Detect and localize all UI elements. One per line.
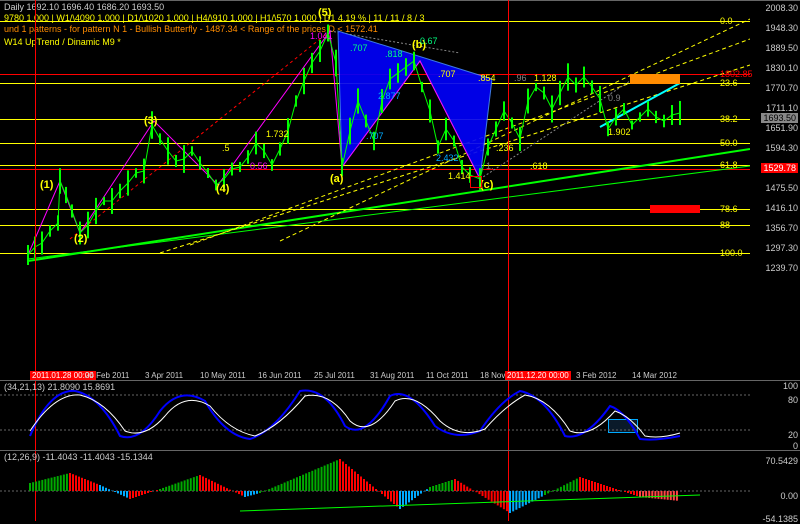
macd-tick: 70.5429	[765, 456, 798, 466]
fib-label: 61.8	[720, 160, 738, 170]
fib-label: 0.0	[720, 16, 733, 26]
ratio-label: 0.56	[250, 161, 268, 171]
ratio-label: .5	[222, 143, 230, 153]
price-tick: 1830.10	[765, 63, 798, 73]
macd-tick: -54.1385	[762, 514, 798, 524]
macd-tick: 0.00	[780, 491, 798, 501]
price-tick: 2008.30	[765, 3, 798, 13]
macd-axis: 70.5429 0.00 -54.1385	[750, 451, 800, 521]
macd-svg	[0, 451, 750, 522]
ratio-label: 1.902	[608, 127, 631, 137]
price-tick: 1297.30	[765, 243, 798, 253]
date-tick: 3 Feb 2012	[576, 371, 616, 380]
macd-panel[interactable]: (12,26,9) -11.4043 -11.4043 -15.1344 70.…	[0, 450, 800, 521]
ratio-label: 1.128	[534, 73, 557, 83]
date-tick: 25 Jul 2011	[314, 371, 355, 380]
price-tick: 1356.70	[765, 223, 798, 233]
price-tick: 1529.78	[761, 163, 798, 173]
ratio-label: .707	[366, 131, 384, 141]
wave-label: (2)	[74, 233, 87, 245]
zone-marker	[630, 74, 680, 84]
fib-label: 38.2	[720, 114, 738, 124]
fib-label: 88	[720, 220, 730, 230]
price-tick: 1651.90	[765, 123, 798, 133]
ratio-label: .854	[478, 73, 496, 83]
wave-label: (c)	[480, 179, 493, 191]
wave-label: (1)	[40, 179, 53, 191]
fib-label: 23.6	[720, 78, 738, 88]
ratio-label: .818	[385, 49, 403, 59]
price-tick: 1693.50	[761, 113, 798, 123]
chart-container: Daily 1692.10 1696.40 1686.20 1693.50 97…	[0, 0, 800, 521]
wave-label: (4)	[216, 183, 229, 195]
ratio-label: 2.432	[436, 153, 459, 163]
main-price-panel[interactable]: Daily 1692.10 1696.40 1686.20 1693.50 97…	[0, 0, 800, 380]
osc-tick: 100	[783, 381, 798, 391]
date-tick: 18 Nov	[480, 371, 505, 380]
ratio-label: 0.67	[420, 36, 438, 46]
zone-marker	[650, 205, 700, 213]
wave-label: (5)	[318, 7, 331, 19]
zone-marker	[470, 176, 482, 188]
ratio-label: .236	[496, 143, 514, 153]
wave-label: (a)	[330, 173, 343, 185]
ratio-label: 1.732	[266, 129, 289, 139]
fib-label: 50.0	[720, 138, 738, 148]
price-tick: 1770.70	[765, 83, 798, 93]
price-tick: 1239.70	[765, 263, 798, 273]
fib-label: 100.0	[720, 248, 743, 258]
date-tick: 24 Feb 2011	[85, 371, 129, 380]
date-tick: 14 Mar 2012	[632, 371, 677, 380]
date-tick: 2011.12.20 00:00	[505, 371, 571, 380]
ratio-label: .618	[530, 161, 548, 171]
price-svg	[0, 1, 750, 381]
price-tick: 1594.30	[765, 143, 798, 153]
date-tick: 10 May 2011	[200, 371, 246, 380]
ratio-label: 1.041	[310, 31, 333, 41]
price-tick: 1475.50	[765, 183, 798, 193]
date-tick: 16 Jun 2011	[258, 371, 301, 380]
wave-label: (3)	[144, 115, 157, 127]
osc-axis: 10080200	[750, 381, 800, 450]
ratio-label: 2.877	[378, 91, 401, 101]
osc-tick: 20	[788, 430, 798, 440]
price-axis: 2008.30 1948.30 1889.50 1830.10 1770.70 1711.…	[750, 1, 800, 380]
date-tick: 31 Aug 2011	[370, 371, 414, 380]
osc-svg	[0, 381, 750, 451]
date-tick: 3 Apr 2011	[145, 371, 183, 380]
ratio-label: 1.	[486, 161, 494, 171]
oscillator-panel[interactable]: (34,21,13) 21.8090 15.8691 10080200	[0, 380, 800, 450]
ratio-label: .707	[438, 69, 456, 79]
ratio-label: 0.9	[608, 93, 621, 103]
date-axis: 2011.01.28 00:0024 Feb 20113 Apr 201110 …	[0, 368, 750, 380]
price-tick: 1889.50	[765, 43, 798, 53]
price-tick: 1416.10	[765, 203, 798, 213]
price-tick: 1711.10	[766, 103, 798, 113]
price-tick: 1948.30	[765, 23, 798, 33]
date-tick: 11 Oct 2011	[426, 371, 468, 380]
ratio-label: .707	[350, 43, 368, 53]
osc-tick: 80	[788, 395, 798, 405]
ratio-label: .96	[514, 73, 527, 83]
ratio-label: 1.414	[448, 171, 471, 181]
fib-label: 78.6	[720, 204, 738, 214]
